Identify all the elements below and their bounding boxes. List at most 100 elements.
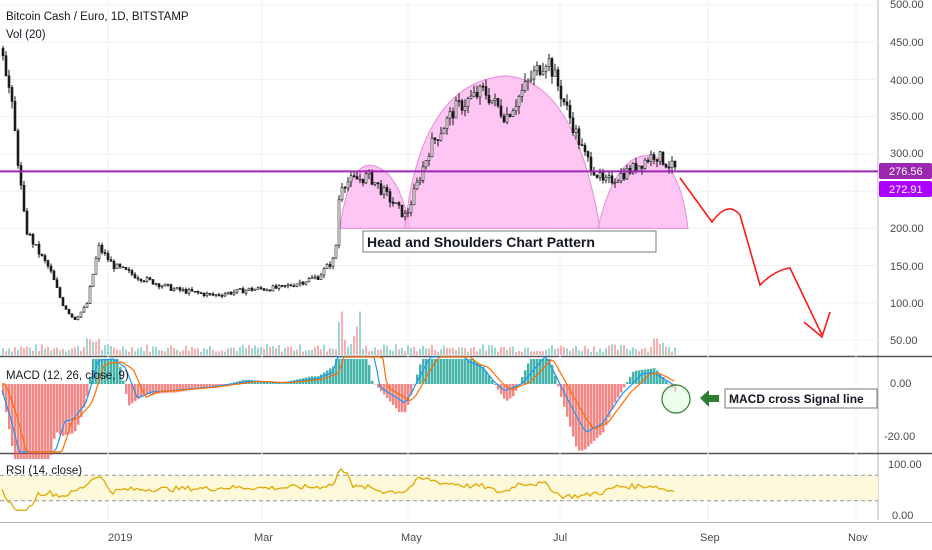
macd-histogram-bar	[449, 359, 452, 384]
volume-bar	[212, 349, 214, 355]
candle-body	[574, 128, 578, 134]
candle-body	[436, 139, 440, 141]
candle-body	[403, 213, 407, 218]
macd-histogram-bar	[518, 383, 521, 385]
volume-bar	[575, 345, 577, 355]
macd-label[interactable]: MACD (12, 26, close, 9)	[6, 370, 129, 382]
candle-body	[502, 115, 506, 123]
volume-bar	[662, 342, 664, 355]
volume-bar	[587, 348, 589, 355]
volume-bar	[275, 347, 277, 355]
volume-bar	[260, 346, 262, 355]
volume-bar	[602, 351, 604, 355]
volume-bar	[317, 345, 319, 355]
price-axis-ticks[interactable]: 500.00 450.00 400.00 350.00 300.00 200.0…	[890, 0, 924, 347]
volume-bar	[230, 347, 232, 355]
volume-bar	[431, 344, 433, 355]
macd-histogram-bar	[506, 384, 509, 401]
macd-histogram-bar	[125, 384, 128, 395]
volume-bar	[194, 348, 196, 355]
candle-body	[259, 287, 263, 289]
candle-body	[673, 160, 677, 168]
candle-body	[277, 285, 281, 289]
candle-body	[487, 95, 491, 104]
volume-bar	[218, 351, 220, 355]
candle-body	[28, 233, 32, 236]
candle-body	[541, 70, 545, 75]
macd-histogram-bar	[131, 384, 134, 404]
candle-body	[253, 288, 257, 291]
time-axis[interactable]: 2019 Mar May Jul Sep Nov	[108, 532, 868, 544]
projection-arrow	[679, 177, 831, 339]
volume-bar	[305, 350, 307, 355]
macd-histogram-bar	[116, 359, 119, 384]
macd-histogram-bar	[446, 359, 449, 384]
volume-bar	[62, 349, 64, 355]
macd-annotation: MACD cross Signal line	[700, 388, 878, 409]
macd-histogram-bar	[23, 384, 26, 459]
macd-histogram-bar	[392, 384, 395, 405]
volume-bar	[581, 351, 583, 355]
candle-body	[322, 268, 326, 276]
macd-histogram-bar	[491, 380, 494, 384]
volume-bar	[644, 347, 646, 355]
volume-bar	[482, 344, 484, 355]
candle-body	[268, 289, 272, 292]
volume-label[interactable]: Vol (20)	[6, 29, 46, 41]
rsi-label[interactable]: RSI (14, close)	[6, 465, 82, 477]
candle-body	[610, 175, 614, 184]
macd-histogram-bar	[614, 384, 617, 403]
candle-body	[346, 181, 350, 189]
current-price-label: 276.56	[889, 166, 923, 178]
symbol-title[interactable]: Bitcoin Cash / Euro, 1D, BITSTAMP	[6, 11, 189, 23]
candle-body	[106, 252, 110, 260]
volume-bar	[512, 346, 514, 355]
candle-body	[40, 253, 44, 256]
volume-bar	[68, 350, 70, 355]
macd-histogram-bar	[113, 359, 116, 384]
macd-histogram-bar	[215, 384, 218, 388]
candle-body	[217, 294, 221, 296]
macd-histogram-bar	[470, 359, 473, 384]
macd-histogram-bar	[368, 364, 371, 384]
macd-histogram-bar	[155, 384, 158, 394]
macd-histogram-bar	[212, 384, 215, 388]
volume-bar	[398, 349, 400, 355]
candle-body	[493, 98, 497, 101]
macd-histogram-bar	[179, 384, 182, 392]
candle-body	[337, 199, 341, 246]
macd-histogram-bar	[176, 384, 179, 393]
volume-bar	[449, 348, 451, 355]
macd-histogram-bar	[554, 375, 557, 384]
volume-bar	[149, 351, 151, 355]
volume-bar	[146, 344, 148, 355]
macd-histogram-bar	[398, 384, 401, 412]
volume-bar	[476, 351, 478, 355]
candle-body	[319, 274, 323, 280]
volume-bar	[98, 338, 100, 355]
candle-body	[130, 270, 134, 275]
macd-histogram-bar	[65, 384, 68, 435]
macd-histogram-bar	[533, 359, 536, 384]
volume-bar	[620, 344, 622, 355]
candle-body	[664, 164, 668, 168]
rsi-line	[1, 467, 675, 512]
volume-bar	[53, 348, 55, 355]
candle-body	[229, 292, 233, 295]
candle-body	[22, 184, 26, 212]
volume-bar	[59, 350, 61, 355]
volume-bar	[248, 344, 250, 355]
volume-bar	[611, 344, 613, 355]
volume-bar	[500, 347, 502, 355]
candle-body	[310, 277, 314, 280]
macd-histogram-bar	[32, 384, 35, 459]
volume-bar	[650, 347, 652, 355]
volume-bar	[50, 350, 52, 355]
volume-bar	[647, 351, 649, 355]
macd-histogram-bar	[425, 359, 428, 384]
macd-histogram-bar	[437, 359, 440, 384]
macd-histogram-bar	[617, 384, 620, 398]
volume-bar	[395, 344, 397, 355]
